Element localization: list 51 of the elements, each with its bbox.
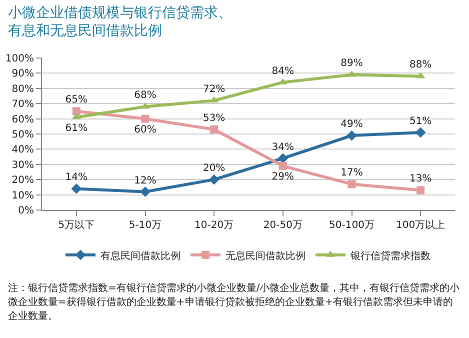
data-label: 72% <box>202 84 226 96</box>
x-tick-label: 5万以下 <box>58 219 95 231</box>
y-tick-label: 70% <box>12 99 34 110</box>
data-label: 65% <box>65 94 88 106</box>
y-tick-label: 40% <box>12 144 34 156</box>
point <box>416 186 425 194</box>
y-tick-label: 20% <box>12 175 34 186</box>
data-label: 60% <box>134 124 156 136</box>
x-tick-label: 20-50万 <box>263 220 302 231</box>
point <box>278 162 287 170</box>
point <box>346 130 357 141</box>
data-label: 89% <box>340 58 363 70</box>
data-label: 13% <box>409 174 432 185</box>
y-tick-label: 30% <box>12 160 34 171</box>
y-tick-label: 50% <box>12 130 34 140</box>
point <box>72 107 80 116</box>
data-label: 17% <box>340 168 363 179</box>
point <box>208 174 220 185</box>
x-tick-label: 50-100万 <box>329 220 374 231</box>
x-tick-label: 5-10万 <box>128 220 162 231</box>
y-tick-label: 90% <box>12 68 34 80</box>
data-label: 49% <box>340 119 363 130</box>
point <box>140 186 150 197</box>
chart-title: 小微企业借债规模与银行信贷需求、有息和无息民间借款比例 <box>8 4 233 40</box>
data-label: 68% <box>134 90 156 102</box>
data-label: 61% <box>65 122 88 134</box>
legend-label: 银行信贷需求指数 <box>350 250 430 262</box>
text: 注：银行信贷需求指数=有银行信贷需求的小微企业数量/小微企业总数量，其中，有银行信贷需求的小微企业数量=获得银行借款的企业数量+申请银行贷款被拒绝的企业数量+有银行借款需求但未申请的企业数量。 <box>8 282 461 324</box>
y-tick-label: 100% <box>5 54 34 64</box>
data-label: 20% <box>202 163 226 174</box>
data-label: 84% <box>272 66 294 77</box>
y-tick-label: 60% <box>12 114 34 126</box>
data-label: 29% <box>272 171 294 182</box>
legend-label: 无息民间借款比例 <box>226 250 306 262</box>
y-tick-label: 0% <box>18 206 34 216</box>
point <box>71 184 82 194</box>
data-label: 88% <box>409 60 432 71</box>
data-label: 14% <box>65 172 88 184</box>
data-label: 34% <box>272 142 294 153</box>
data-label: 51% <box>409 116 432 127</box>
point <box>348 180 356 188</box>
y-tick-label: 80% <box>12 84 34 95</box>
data-label: 53% <box>202 112 226 124</box>
legend-label: 有息民间借款比例 <box>100 250 180 262</box>
point <box>415 127 426 138</box>
data-label: 12% <box>134 175 156 186</box>
x-tick-label: 100万以上 <box>396 219 446 231</box>
x-tick-label: 10-20万 <box>194 220 234 231</box>
point <box>210 125 218 134</box>
y-tick-label: 10% <box>12 190 34 202</box>
point <box>141 114 150 123</box>
